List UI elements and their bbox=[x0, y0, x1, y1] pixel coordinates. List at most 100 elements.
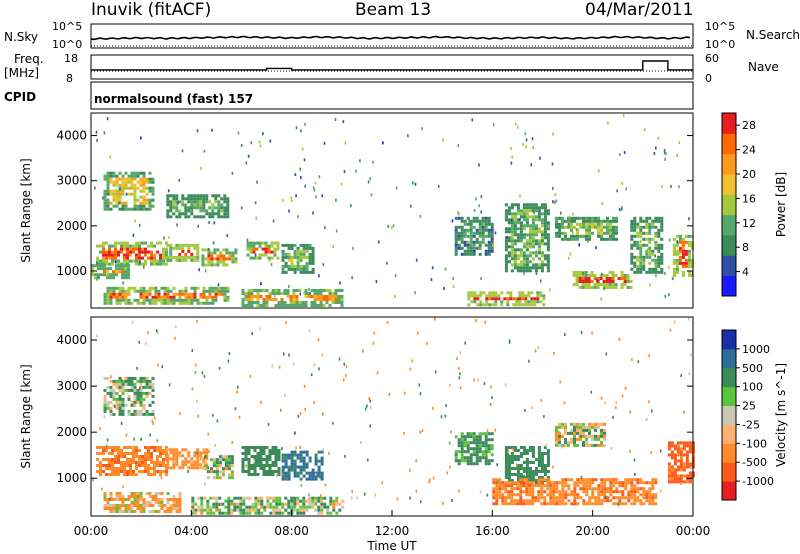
data-cell bbox=[166, 501, 170, 504]
data-cell bbox=[522, 203, 526, 207]
data-cell bbox=[688, 444, 692, 448]
scatter-point bbox=[168, 235, 170, 239]
data-cell bbox=[196, 286, 200, 290]
scatter-point bbox=[403, 391, 406, 395]
data-cell bbox=[123, 455, 126, 458]
data-cell bbox=[259, 458, 263, 461]
data-cell bbox=[283, 304, 287, 307]
data-cell bbox=[513, 493, 517, 497]
data-cell bbox=[507, 230, 511, 234]
scatter-point bbox=[94, 186, 96, 190]
data-cell bbox=[478, 219, 482, 223]
data-cell bbox=[221, 458, 225, 462]
data-cell bbox=[193, 451, 197, 455]
data-cell bbox=[573, 499, 577, 503]
data-cell bbox=[145, 292, 149, 296]
data-cell bbox=[124, 382, 128, 386]
data-cell bbox=[654, 502, 658, 506]
scatter-point bbox=[96, 277, 98, 281]
data-cell bbox=[495, 484, 499, 488]
data-cell bbox=[166, 200, 170, 204]
data-cell bbox=[543, 254, 547, 258]
data-cell bbox=[151, 301, 155, 305]
data-cell bbox=[673, 477, 677, 481]
data-cell bbox=[678, 258, 682, 262]
data-cell bbox=[184, 460, 188, 464]
data-cell bbox=[642, 243, 646, 247]
data-cell bbox=[657, 261, 661, 265]
data-cell bbox=[516, 481, 520, 485]
data-cell bbox=[117, 449, 120, 452]
data-cell bbox=[609, 222, 612, 226]
data-cell bbox=[582, 431, 585, 435]
data-cell bbox=[112, 276, 115, 280]
data-cell bbox=[522, 449, 526, 452]
data-cell bbox=[463, 444, 467, 448]
data-cell bbox=[250, 455, 254, 458]
scatter-point bbox=[340, 182, 343, 186]
scatter-point bbox=[676, 153, 678, 157]
data-cell bbox=[290, 456, 294, 460]
data-cell bbox=[302, 459, 306, 463]
scatter-point bbox=[152, 421, 154, 425]
scatter-point bbox=[419, 392, 422, 396]
data-cell bbox=[175, 206, 179, 210]
data-cell bbox=[498, 493, 502, 497]
data-cell bbox=[302, 264, 306, 268]
data-cell bbox=[487, 438, 491, 442]
data-cell bbox=[515, 297, 519, 301]
data-cell bbox=[265, 458, 269, 461]
data-cell bbox=[528, 236, 532, 240]
data-cell bbox=[620, 283, 624, 286]
scatter-point bbox=[344, 141, 347, 145]
data-cell bbox=[460, 447, 464, 451]
data-cell bbox=[112, 391, 116, 395]
data-cell bbox=[536, 291, 540, 295]
data-cell bbox=[210, 254, 214, 258]
data-cell bbox=[495, 502, 499, 506]
data-cell bbox=[136, 198, 140, 202]
scatter-point bbox=[236, 390, 238, 394]
data-cell bbox=[207, 263, 211, 267]
scatter-point bbox=[105, 444, 108, 448]
data-cell bbox=[214, 200, 218, 204]
data-cell bbox=[540, 263, 544, 267]
data-cell bbox=[277, 467, 281, 470]
data-cell bbox=[259, 464, 263, 467]
data-cell bbox=[335, 499, 339, 503]
data-cell bbox=[209, 470, 213, 474]
scatter-point bbox=[374, 493, 377, 497]
scatter-point bbox=[549, 288, 551, 292]
data-cell bbox=[534, 499, 538, 503]
data-cell bbox=[280, 292, 284, 295]
data-cell bbox=[220, 206, 224, 210]
data-cell bbox=[193, 203, 197, 207]
scatter-point bbox=[388, 392, 391, 396]
data-cell bbox=[570, 225, 573, 229]
data-cell bbox=[175, 292, 179, 296]
data-cell bbox=[269, 502, 273, 506]
data-cell bbox=[525, 484, 529, 488]
data-cell bbox=[531, 224, 535, 228]
data-cell bbox=[290, 496, 294, 500]
data-cell bbox=[490, 231, 494, 235]
data-cell bbox=[265, 473, 269, 476]
data-cell bbox=[118, 198, 122, 202]
data-cell bbox=[476, 294, 480, 298]
data-cell bbox=[479, 303, 483, 307]
data-cell bbox=[123, 244, 126, 248]
data-cell bbox=[469, 219, 473, 223]
data-cell bbox=[292, 304, 296, 307]
data-cell bbox=[118, 289, 122, 293]
data-cell bbox=[262, 473, 266, 476]
data-cell bbox=[145, 376, 149, 380]
data-cell bbox=[127, 510, 131, 513]
data-cell bbox=[247, 458, 251, 461]
data-cell bbox=[209, 511, 213, 515]
data-cell bbox=[597, 222, 600, 226]
y-tick-label: 4000 bbox=[56, 129, 87, 143]
data-cell bbox=[227, 511, 231, 515]
data-cell bbox=[510, 257, 514, 261]
data-cell bbox=[290, 453, 294, 457]
data-cell bbox=[148, 501, 152, 504]
